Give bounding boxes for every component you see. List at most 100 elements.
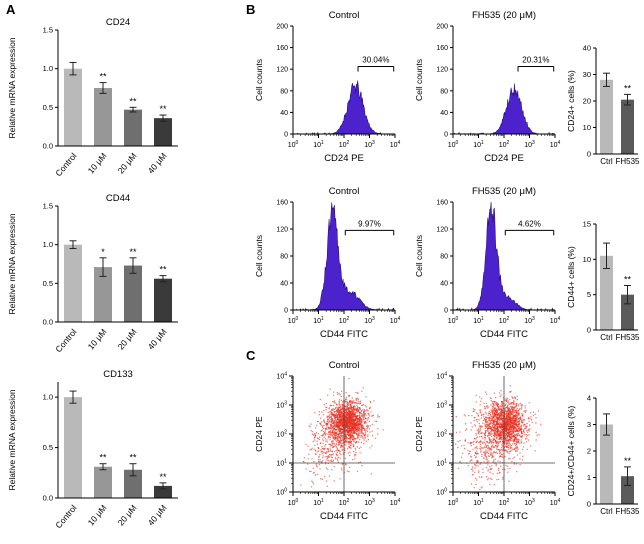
svg-text:Cell counts: Cell counts	[414, 235, 424, 277]
svg-text:120: 120	[276, 227, 288, 234]
svg-text:**: **	[129, 453, 137, 463]
svg-text:80: 80	[440, 254, 448, 261]
svg-text:FH535 (20 μM): FH535 (20 μM)	[472, 10, 536, 21]
axes	[55, 29, 178, 147]
cd24-mrna-bar-chart-svg: CD24 0.0 0.5 1.0 1.5 Relative mRNA expression…	[7, 17, 178, 178]
svg-text:2: 2	[587, 447, 591, 456]
svg-text:40 μM: 40 μM	[146, 151, 169, 176]
labels: 0 10 20 30 40 CD24+ cells (%) Ctrl ** FH535	[566, 44, 640, 167]
svg-text:0: 0	[587, 150, 591, 159]
axes	[593, 47, 638, 155]
svg-text:CD24+ cells (%): CD24+ cells (%)	[566, 70, 576, 132]
cd44-mrna-bar-chart-svg: CD44 0.0 0.5 1.0 1.5 Relative mRNA expression…	[7, 193, 178, 355]
labels: 0 40 80 120 160 200 100 101 102 103 104 Cell counts…	[254, 10, 401, 164]
svg-text:Control: Control	[53, 327, 78, 355]
svg-text:**: **	[99, 72, 107, 82]
svg-text:104: 104	[550, 316, 561, 325]
svg-text:FH535: FH535	[615, 507, 640, 516]
svg-text:40: 40	[280, 110, 288, 117]
svg-text:40: 40	[280, 281, 288, 288]
histogram-curve	[453, 201, 554, 311]
svg-text:**: **	[99, 453, 107, 463]
svg-text:Relative mRNA expression: Relative mRNA expression	[7, 389, 17, 490]
cd44-positive-bar-chart-svg: 0 5 10 15 CD44+ cells (%) Ctrl ** FH535	[566, 220, 640, 343]
svg-text:104: 104	[390, 316, 401, 325]
svg-text:120: 120	[436, 227, 448, 234]
svg-text:Cell counts: Cell counts	[254, 59, 264, 101]
svg-text:CD44+ cells (%): CD44+ cells (%)	[566, 246, 576, 308]
svg-text:100: 100	[448, 498, 459, 507]
svg-text:120: 120	[436, 67, 448, 74]
svg-text:9.97%: 9.97%	[358, 219, 381, 228]
svg-text:1: 1	[587, 473, 591, 482]
svg-text:Control: Control	[329, 10, 360, 21]
svg-text:**: **	[159, 104, 167, 114]
svg-text:103: 103	[364, 498, 375, 507]
svg-text:**: **	[129, 247, 137, 257]
axes	[290, 25, 396, 138]
svg-text:101: 101	[313, 316, 324, 325]
svg-text:100: 100	[276, 488, 287, 497]
svg-text:**: **	[624, 274, 632, 284]
svg-text:40 μM: 40 μM	[146, 327, 169, 352]
svg-text:**: **	[159, 265, 167, 275]
svg-text:104: 104	[390, 498, 401, 507]
svg-text:1.5: 1.5	[43, 26, 53, 35]
svg-text:1.0: 1.0	[43, 393, 53, 402]
svg-text:100: 100	[288, 316, 299, 325]
labels: 0 40 80 120 160 100 101 102 103 104 Cell counts CD4…	[414, 186, 561, 340]
svg-text:104: 104	[550, 498, 561, 507]
svg-text:160: 160	[276, 200, 288, 207]
axes	[593, 223, 638, 331]
cd24pe-histogram-control-svg: 0 40 80 120 160 200 100 101 102 103 104 Cell counts…	[254, 10, 401, 164]
svg-text:103: 103	[364, 316, 375, 325]
axes	[289, 375, 396, 496]
svg-text:100: 100	[288, 498, 299, 507]
bars	[64, 61, 172, 146]
axes	[55, 382, 178, 499]
svg-text:Relative mRNA expression: Relative mRNA expression	[7, 213, 17, 314]
svg-text:20 μM: 20 μM	[116, 327, 139, 352]
svg-text:102: 102	[499, 316, 510, 325]
bars	[64, 240, 172, 322]
svg-text:30.04%: 30.04%	[362, 56, 389, 65]
svg-text:CD44: CD44	[106, 193, 130, 204]
svg-text:Cell counts: Cell counts	[254, 235, 264, 277]
bars	[600, 72, 634, 154]
svg-text:100: 100	[448, 316, 459, 325]
svg-text:10: 10	[583, 255, 591, 264]
svg-text:4: 4	[587, 394, 591, 403]
svg-text:CD24 PE: CD24 PE	[324, 153, 364, 164]
svg-text:0: 0	[587, 326, 591, 335]
svg-text:200: 200	[276, 24, 288, 31]
svg-text:101: 101	[473, 498, 484, 507]
svg-text:Control: Control	[329, 360, 360, 371]
svg-text:0.5: 0.5	[43, 443, 53, 452]
svg-text:103: 103	[524, 140, 535, 149]
labels: 0 5 10 15 CD44+ cells (%) Ctrl ** FH535	[566, 220, 640, 343]
svg-text:40: 40	[440, 110, 448, 117]
labels: CD133 0.0 0.5 1.0 Relative mRNA expression Co…	[7, 369, 169, 530]
svg-text:FH535: FH535	[615, 157, 640, 166]
axes	[449, 375, 556, 496]
axes	[593, 397, 638, 505]
svg-text:**: **	[624, 83, 632, 93]
svg-text:CD24 PE: CD24 PE	[484, 153, 524, 164]
svg-text:1.5: 1.5	[43, 202, 53, 211]
svg-text:CD44 FITC: CD44 FITC	[320, 329, 368, 340]
svg-text:20 μM: 20 μM	[116, 503, 139, 528]
svg-text:101: 101	[473, 316, 484, 325]
svg-text:0: 0	[444, 308, 448, 315]
double-positive-bar-chart-svg: 0 1 2 3 4 CD24+/CD44+ cells (%) Ctrl ** FH535	[566, 394, 640, 517]
svg-text:CD24+/CD44+ cells (%): CD24+/CD44+ cells (%)	[566, 405, 576, 496]
bars	[600, 413, 634, 504]
cd44fitc-histogram-fh535-svg: 0 40 80 120 160 100 101 102 103 104 Cell counts CD4…	[414, 186, 561, 340]
scatter-points	[455, 385, 542, 491]
svg-text:100: 100	[288, 140, 299, 149]
svg-text:10 μM: 10 μM	[86, 327, 109, 352]
svg-text:160: 160	[276, 45, 288, 52]
labels: CD24 0.0 0.5 1.0 1.5 Relative mRNA expression…	[7, 17, 169, 178]
svg-text:0.5: 0.5	[43, 279, 53, 288]
svg-text:1.0: 1.0	[43, 240, 53, 249]
labels: 100 101 102 103 104 100 101 102 103 104 CD24 PE CD4…	[414, 360, 561, 522]
